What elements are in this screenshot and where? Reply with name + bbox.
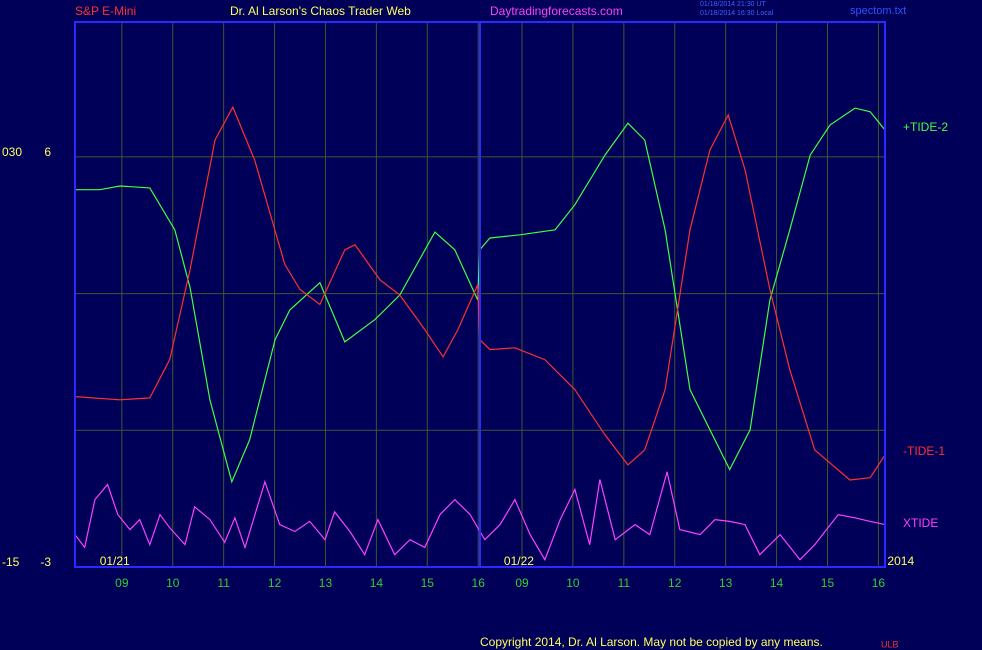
x-tick-label: 14 [370, 576, 384, 590]
x-tick-label: 09 [115, 576, 129, 590]
y-tick-label: 6 [44, 145, 51, 159]
series-line [74, 471, 886, 562]
time-ut: 01/18/2014 21:30 UT [700, 1, 766, 8]
y2-tick-label: 030 [2, 145, 22, 159]
title: Dr. Al Larson's Chaos Trader Web [230, 4, 411, 18]
footer-mark: ULB [881, 639, 899, 649]
x-tick-label: 11 [217, 576, 230, 590]
x-tick-label: 15 [421, 576, 435, 590]
symbol: S&P E-Mini [75, 4, 136, 18]
file-name: spectom.txt [850, 5, 906, 17]
x-tick-label: 10 [566, 576, 580, 590]
x-tick-label: 13 [319, 576, 333, 590]
date-label: 01/21 [100, 554, 130, 568]
x-tick-label: 14 [770, 576, 784, 590]
series-label: XTIDE [903, 516, 938, 530]
series-label: +TIDE-2 [903, 120, 948, 134]
x-tick-label: 09 [515, 576, 529, 590]
x-tick-label: 12 [668, 576, 682, 590]
time-local: 01/18/2014 16:30 Local [700, 10, 774, 17]
x-tick-label: 11 [618, 576, 631, 590]
copyright: Copyright 2014, Dr. Al Larson. May not b… [480, 635, 823, 649]
series-label: -TIDE-1 [903, 444, 945, 458]
x-tick-label: 15 [821, 576, 835, 590]
series-line [74, 105, 886, 481]
y-tick-label: -3 [40, 555, 51, 569]
x-tick-label: 12 [268, 576, 282, 590]
x-tick-label: 13 [719, 576, 733, 590]
date-label: 2014 [887, 554, 914, 568]
x-tick-label: 10 [166, 576, 180, 590]
site: Daytradingforecasts.com [490, 4, 623, 18]
y2-tick-label: -15 [2, 555, 20, 569]
date-label: 01/22 [504, 554, 534, 568]
x-tick-label: 16 [472, 576, 486, 590]
x-tick-label: 16 [872, 576, 886, 590]
